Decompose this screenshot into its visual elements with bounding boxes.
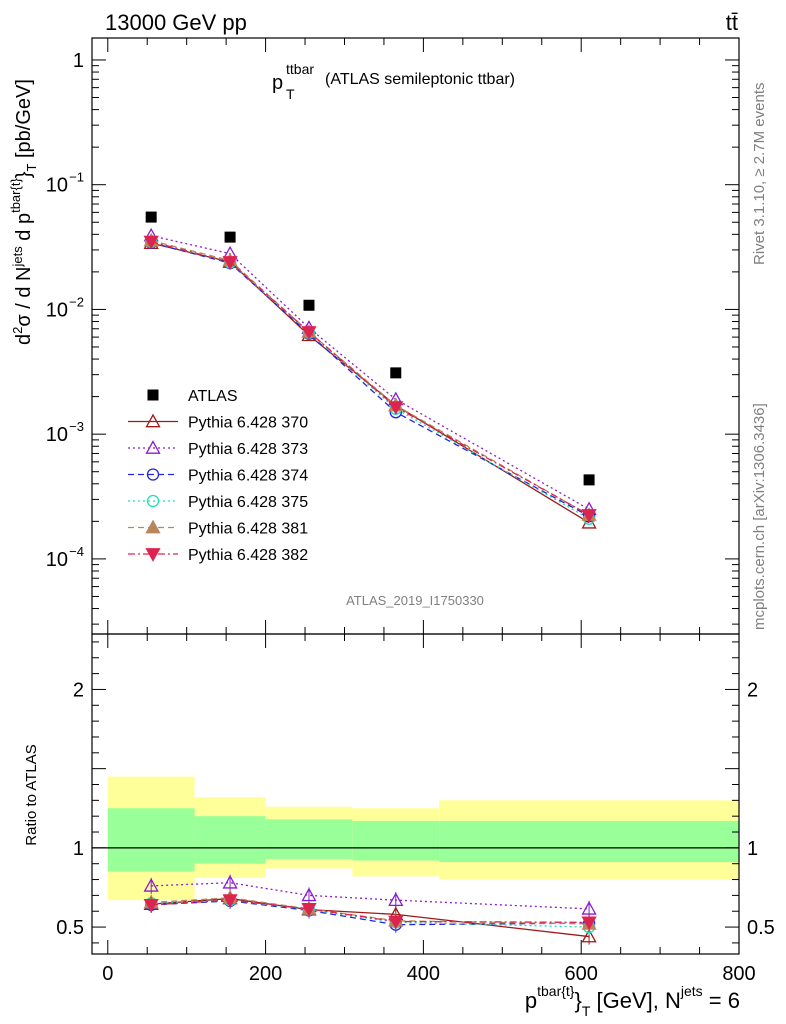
series-line-4 xyxy=(151,241,590,520)
main-ytick-label: 10 xyxy=(46,424,68,446)
plot-title-sub: T xyxy=(286,86,295,102)
svg-text:d2σ / d Njets d ptbar{t}}T [pb: d2σ / d Njets d ptbar{t}}T [pb/GeV] xyxy=(8,79,39,345)
series-point-0 xyxy=(224,231,236,243)
ratio-ytick-label-right: 2 xyxy=(747,679,758,701)
ratio-ytick-label: 2 xyxy=(73,679,84,701)
ratio-band-inner xyxy=(107,808,195,872)
ratio-band-inner xyxy=(265,819,353,859)
series-point-0 xyxy=(583,474,595,486)
xtick-label: 200 xyxy=(249,963,282,985)
ratio-bands xyxy=(92,776,739,901)
xtick-label: 400 xyxy=(407,963,440,985)
ratio-ytick-label-right: 0.5 xyxy=(747,917,775,939)
main-ytick-label: 10 xyxy=(46,175,68,197)
header-right: tt̄ xyxy=(726,10,738,35)
series-point-6 xyxy=(388,401,404,415)
main-ytick-exponent: −3 xyxy=(69,419,84,434)
series-point-1 xyxy=(581,514,597,529)
legend-marker xyxy=(145,440,161,454)
ratio-point-5 xyxy=(388,915,404,930)
main-ytick-exponent: −1 xyxy=(69,170,84,185)
legend-marker xyxy=(146,468,160,481)
series-line-5 xyxy=(151,240,590,516)
ratio-point-5 xyxy=(143,899,159,913)
header-left: 13000 GeV pp xyxy=(105,10,247,35)
rivet-label: Rivet 3.1.10, ≥ 2.7M events xyxy=(751,83,768,266)
ratio-point-5 xyxy=(222,894,238,908)
legend-marker xyxy=(145,519,161,534)
ratio-band-inner xyxy=(439,820,739,863)
legend: ATLAS Pythia 6.428 370 Pythia 6.428 373 Pyt… xyxy=(128,388,308,564)
analysis-watermark: ATLAS_2019_I1750330 xyxy=(346,593,484,608)
svg-text:ptbar{t}}T [GeV], Njets = 6: ptbar{t}}T [GeV], Njets = 6 xyxy=(525,983,740,1019)
series-line-3 xyxy=(151,242,590,517)
ratio-ylabel: Ratio to ATLAS xyxy=(23,744,40,845)
xaxis-label: ptbar{t}}T [GeV], Njets = 6 xyxy=(525,983,740,1019)
ratio-point-1 xyxy=(301,887,317,902)
plot-title-rest: (ATLAS semileptonic ttbar) xyxy=(325,71,515,88)
main-axis-ticks: 110 −110 −210 −310 −40 200 400 600 800 xyxy=(46,38,756,985)
series-point-6 xyxy=(581,509,597,523)
ratio-line-1 xyxy=(151,882,590,910)
main-ytick-exponent: −2 xyxy=(69,294,84,309)
xtick-label: 0 xyxy=(102,963,113,985)
series-point-0 xyxy=(390,367,402,379)
ratio-axis-ticks: 0.5 0.5 1 1 2 2 xyxy=(56,641,775,944)
ratio-ytick-label: 0.5 xyxy=(56,917,84,939)
legend-label: Pythia 6.428 375 xyxy=(188,494,308,511)
series-line-2 xyxy=(151,235,590,510)
series-point-6 xyxy=(143,235,159,250)
main-ytick-label: 1 xyxy=(73,50,84,72)
main-ylabel: d2σ / d Njets d ptbar{t}}T [pb/GeV] xyxy=(8,79,39,345)
plot-title-sup: ttbar xyxy=(286,61,314,77)
main-series-layer xyxy=(143,211,597,529)
main-ytick-label: 10 xyxy=(46,299,68,321)
plot-title-main: p xyxy=(272,72,283,94)
legend-label: Pythia 6.428 381 xyxy=(188,521,308,538)
series-point-6 xyxy=(222,256,238,270)
ratio-frame xyxy=(91,633,740,955)
ratio-ytick-label: 1 xyxy=(73,838,84,860)
main-ytick-exponent: −4 xyxy=(69,544,84,559)
ratio-point-5 xyxy=(581,916,597,931)
legend-label: Pythia 6.428 370 xyxy=(188,415,308,432)
legend-label: Pythia 6.428 373 xyxy=(188,441,308,458)
legend-marker xyxy=(145,413,161,428)
legend-marker xyxy=(146,494,160,508)
ratio-point-5 xyxy=(301,903,317,917)
xtick-label: 600 xyxy=(565,963,598,985)
legend-label: Pythia 6.428 382 xyxy=(188,547,308,564)
ratio-point-1 xyxy=(388,892,404,906)
ratio-ytick-label-right: 1 xyxy=(747,838,758,860)
main-frame xyxy=(91,37,740,635)
ratio-point-0 xyxy=(581,928,597,943)
ratio-line-3 xyxy=(151,899,590,928)
legend-label: Pythia 6.428 374 xyxy=(188,468,308,485)
ratio-line-5 xyxy=(151,899,590,923)
series-point-6 xyxy=(301,326,317,340)
ratio-series-layer xyxy=(143,874,597,945)
legend-label: ATLAS xyxy=(188,388,238,405)
main-ytick-label: 10 xyxy=(46,549,68,571)
ratio-point-1 xyxy=(581,901,597,915)
ratio-point-1 xyxy=(143,878,159,892)
mcplots-label: mcplots.cern.ch [arXiv:1306.3436] xyxy=(751,403,768,630)
xtick-label: 800 xyxy=(722,963,755,985)
ratio-point-1 xyxy=(222,874,238,889)
legend-marker xyxy=(147,389,159,401)
ratio-band-inner xyxy=(194,816,266,864)
legend-marker xyxy=(145,548,161,562)
series-point-0 xyxy=(303,299,315,311)
ratio-band-inner xyxy=(352,820,440,861)
series-point-0 xyxy=(145,211,157,223)
